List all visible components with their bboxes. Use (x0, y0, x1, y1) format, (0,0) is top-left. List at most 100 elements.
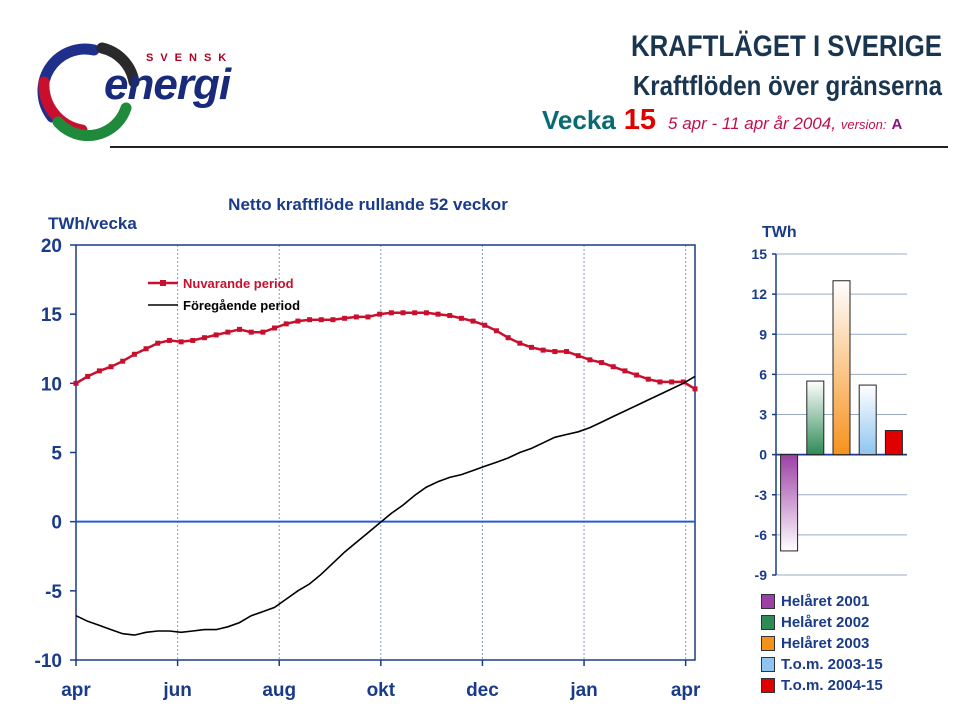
y-tick-label: -5 (45, 582, 62, 603)
y-tick-label: 15 (41, 305, 63, 326)
data-point (178, 339, 184, 345)
bar-y-tick-label: 12 (751, 286, 767, 302)
data-point (528, 344, 534, 350)
data-point (645, 376, 651, 382)
week-label: Vecka (542, 105, 616, 135)
date-range: 5 apr - 11 apr år 2004, (668, 114, 836, 133)
legend-marker (160, 280, 166, 286)
bar-y-tick-label: 0 (759, 447, 767, 463)
legend-label: Nuvarande period (183, 276, 294, 291)
data-point (73, 380, 79, 386)
bar-legend-item: Helåret 2002 (761, 612, 883, 633)
data-point (458, 315, 464, 321)
x-tick-label: okt (367, 680, 396, 701)
data-point (248, 329, 254, 335)
y-tick-label: 20 (41, 236, 62, 257)
data-point (190, 337, 196, 343)
data-point (657, 379, 663, 385)
x-tick-label: aug (262, 680, 296, 701)
data-point (493, 328, 499, 334)
data-point (622, 368, 628, 374)
data-point (120, 358, 126, 364)
data-point (435, 311, 441, 317)
data-point (166, 337, 172, 343)
data-point (634, 372, 640, 378)
y-tick-label: 0 (51, 513, 62, 534)
bar (806, 380, 825, 456)
legend-swatch (761, 636, 775, 651)
bar (884, 430, 903, 456)
bar-legend: Helåret 2001 Helåret 2002 Helåret 2003 T.o.… (761, 591, 883, 696)
data-point (482, 322, 488, 328)
data-point (669, 379, 675, 385)
version-value: A (891, 116, 903, 133)
legend-swatch (761, 615, 775, 630)
data-point (377, 311, 383, 317)
data-point (599, 360, 605, 366)
data-point (564, 349, 570, 355)
y-tick-label: 10 (41, 374, 62, 395)
bar-y-tick-label: 15 (751, 246, 767, 262)
data-point (96, 368, 102, 374)
data-point (587, 357, 593, 363)
series-line (75, 375, 696, 636)
bar (832, 280, 851, 456)
data-point (330, 317, 336, 323)
chart-title: Netto kraftflöde rullande 52 veckor (228, 195, 508, 214)
legend-swatch (761, 678, 775, 693)
bar-y-tick-label: 9 (759, 326, 767, 342)
data-point (342, 315, 348, 321)
bar-y-tick-label: -3 (755, 487, 768, 503)
data-point (540, 347, 546, 353)
line-chart: Netto kraftflöde rullande 52 veckor TWh/… (35, 195, 702, 701)
page-title: KRAFTLÄGET I SVERIGE (630, 30, 942, 63)
data-point (365, 314, 371, 320)
data-point (353, 314, 359, 320)
bar-y-tick-label: -9 (755, 567, 768, 583)
week-number: 15 (623, 104, 657, 136)
data-point (505, 335, 511, 341)
data-point (423, 310, 429, 316)
data-point (318, 317, 324, 323)
data-point (201, 335, 207, 341)
data-point (237, 326, 243, 332)
legend-swatch (761, 594, 775, 609)
week-line: Vecka 15 5 apr - 11 apr år 2004, version: A (542, 104, 902, 137)
bar-legend-item: T.o.m. 2004-15 (761, 675, 883, 696)
bar-y-axis-label: TWh (762, 224, 797, 241)
bar-y-tick-label: -6 (755, 527, 768, 543)
bar-y-tick-label: 3 (759, 407, 767, 423)
brand-name: energi (104, 60, 231, 109)
x-tick-label: jan (569, 680, 597, 701)
page-subtitle: Kraftflöden över gränserna (632, 70, 942, 101)
bar-legend-item: Helåret 2001 (761, 591, 883, 612)
plot-frame (75, 244, 696, 661)
data-point (131, 351, 137, 357)
data-point (470, 318, 476, 324)
bar-legend-item: Helåret 2003 (761, 633, 883, 654)
y-tick-label: -10 (35, 651, 62, 672)
data-point (260, 329, 266, 335)
data-point (680, 379, 686, 385)
version-label: version: (840, 117, 887, 132)
data-point (575, 353, 581, 359)
legend-swatch (761, 657, 775, 672)
legend-label: T.o.m. 2004-15 (781, 677, 883, 694)
data-point (400, 310, 406, 316)
legend-label: Helåret 2002 (781, 614, 870, 631)
brand-top-text: SVENSK (146, 52, 234, 64)
x-tick-label: apr (671, 680, 701, 701)
legend-label: Föregående period (183, 298, 300, 313)
legend-label: Helåret 2003 (781, 635, 870, 652)
data-point (307, 317, 313, 323)
data-point (517, 340, 523, 346)
data-point (143, 346, 149, 352)
data-point (108, 364, 114, 370)
data-point (552, 349, 558, 355)
legend-label: T.o.m. 2003-15 (781, 656, 883, 673)
legend-label: Helåret 2001 (781, 593, 870, 610)
data-point (272, 325, 278, 331)
y-axis-label: TWh/vecka (48, 214, 137, 233)
data-point (412, 310, 418, 316)
series-line (75, 311, 696, 390)
